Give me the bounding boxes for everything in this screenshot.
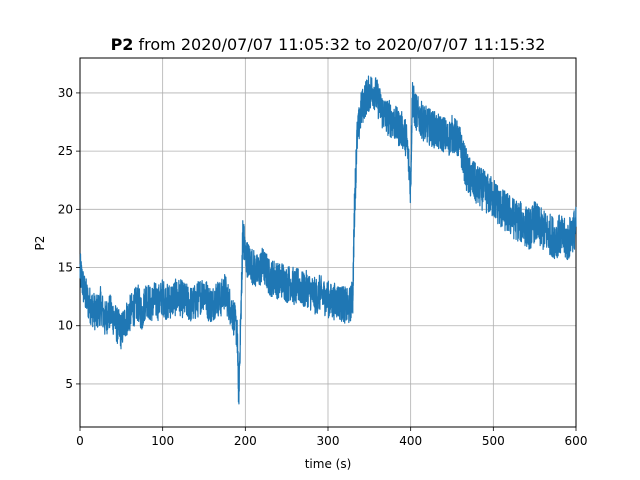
- y-axis-ticks: 5 10 15 20 25 30: [58, 86, 80, 391]
- x-tick-label: 200: [234, 434, 257, 448]
- y-tick-label: 20: [58, 202, 73, 216]
- x-tick-label: 400: [399, 434, 422, 448]
- x-tick-label: 300: [317, 434, 340, 448]
- x-tick-label: 0: [76, 434, 84, 448]
- series-line: [79, 75, 577, 405]
- chart-title-bold: P2: [111, 35, 134, 54]
- x-axis-ticks: 0 100 200 300 400 500 600: [76, 427, 587, 448]
- x-axis-label: time (s): [305, 457, 352, 471]
- y-tick-label: 30: [58, 86, 73, 100]
- x-tick-label: 100: [151, 434, 174, 448]
- chart-title: P2 from 2020/07/07 11:05:32 to 2020/07/0…: [111, 35, 546, 54]
- y-tick-label: 15: [58, 261, 73, 275]
- y-tick-label: 10: [58, 319, 73, 333]
- y-tick-label: 5: [65, 377, 73, 391]
- x-tick-label: 500: [482, 434, 505, 448]
- x-tick-label: 600: [565, 434, 588, 448]
- y-tick-label: 25: [58, 144, 73, 158]
- y-axis-label: P2: [33, 236, 47, 251]
- series-layer: [79, 75, 577, 405]
- chart-title-rest: from 2020/07/07 11:05:32 to 2020/07/07 1…: [133, 35, 545, 54]
- gridlines: [79, 58, 577, 427]
